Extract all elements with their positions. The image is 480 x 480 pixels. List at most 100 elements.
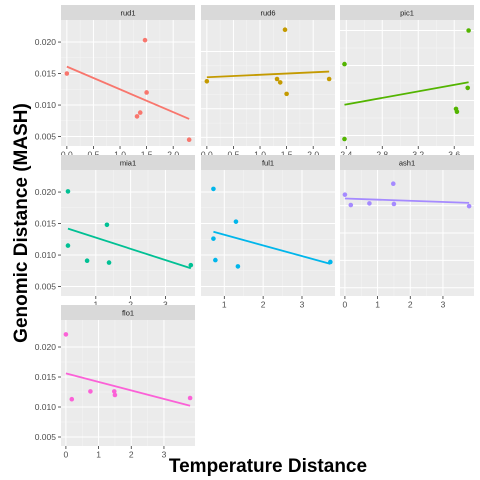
x-tick-label: 2 <box>408 300 413 310</box>
facet-strip <box>61 305 195 320</box>
y-tick-label: 0.015 <box>35 372 57 382</box>
x-tick-label: 2.0 <box>307 150 319 160</box>
data-point <box>211 236 216 241</box>
data-point <box>104 222 110 228</box>
data-point <box>204 78 210 84</box>
y-tick-label: 0.020 <box>35 342 57 352</box>
data-point <box>391 201 397 207</box>
facet-strip <box>201 155 335 170</box>
data-point <box>282 27 288 33</box>
facet-strip <box>340 5 474 20</box>
data-point <box>465 85 471 91</box>
x-tick-label: 2 <box>129 450 134 460</box>
y-tick-label: 0.015 <box>35 219 57 229</box>
x-tick-label: 3 <box>163 300 168 310</box>
data-point <box>274 76 280 82</box>
y-tick-label: 0.005 <box>35 132 57 142</box>
facet-panel-background <box>61 20 195 146</box>
data-point <box>342 61 347 67</box>
data-point <box>367 201 372 206</box>
data-point <box>142 37 148 43</box>
data-point <box>213 257 218 263</box>
x-tick-label: 3 <box>441 300 446 310</box>
data-point <box>326 76 332 82</box>
data-point <box>88 389 93 394</box>
facet-strip-label: ash1 <box>399 159 415 168</box>
data-point <box>112 392 118 398</box>
data-point <box>348 202 354 208</box>
data-point <box>277 80 283 85</box>
data-point <box>144 90 149 95</box>
y-tick-label: 0.005 <box>35 282 57 292</box>
data-point <box>69 396 75 402</box>
facet-rud6: rud6 0.0 0.5 1.0 1.5 2.0 <box>201 5 335 160</box>
x-tick-label: 1 <box>93 300 98 310</box>
x-tick-label: 1.0 <box>254 150 266 160</box>
data-point <box>466 203 472 209</box>
x-tick-label: 3 <box>300 300 305 310</box>
data-point <box>342 192 348 197</box>
x-tick-label: 1 <box>96 450 101 460</box>
y-tick-label: 0.010 <box>35 100 57 110</box>
data-point <box>188 262 194 268</box>
fit-line <box>66 65 190 120</box>
facet-strip <box>61 155 195 170</box>
x-axis-title: Temperature Distance <box>169 456 367 477</box>
data-point <box>134 114 140 119</box>
x-tick-label: 1.5 <box>141 150 153 160</box>
y-tick-label: 0.020 <box>35 37 57 47</box>
fit-line <box>213 230 331 265</box>
data-point <box>111 389 117 394</box>
facet-strip <box>340 155 474 170</box>
facet-mia1: mia1 1 2 3 0.005 0.010 0.015 0.020 <box>35 155 195 310</box>
x-tick-label: 0 <box>64 450 69 460</box>
x-tick-label: 1.5 <box>281 150 293 160</box>
data-point <box>328 259 333 265</box>
fit-line <box>206 70 330 79</box>
facet-ful1: ful1 1 2 3 <box>201 155 335 310</box>
facet-panel-background <box>61 320 195 446</box>
x-tick-label: 2 <box>128 300 133 310</box>
fit-line <box>67 227 192 270</box>
facet-strip-label: ful1 <box>262 159 274 168</box>
data-point <box>65 243 71 248</box>
x-tick-label: 0.0 <box>201 150 213 160</box>
data-point <box>466 28 471 33</box>
y-tick-label: 0.010 <box>35 402 57 412</box>
facet-strip-label: rud6 <box>260 9 275 18</box>
facet-strip-label: pic1 <box>400 9 414 18</box>
y-tick-label: 0.005 <box>35 432 57 442</box>
data-point <box>186 137 192 142</box>
facet-panel-background <box>201 20 335 146</box>
fit-line <box>65 372 191 407</box>
facet-strip-label: flo1 <box>122 309 134 318</box>
x-tick-label: 1 <box>375 300 380 310</box>
y-axis-title: Genomic Distance (MASH) <box>11 103 32 343</box>
facet-strip <box>61 5 195 20</box>
x-tick-label: 1 <box>222 300 227 310</box>
data-point <box>65 189 71 194</box>
x-tick-label: 2 <box>261 300 266 310</box>
facet-flo1: flo1 0 1 2 3 0.005 0.010 0.015 0.020 <box>35 305 195 460</box>
x-tick-label: 0.0 <box>61 150 73 160</box>
facet-rud1: rud1 0.0 0.5 1.0 1.5 2.0 0.005 0.010 0.015 0.020 <box>35 5 195 160</box>
facet-strip-label: mia1 <box>120 159 136 168</box>
x-tick-label: 2.8 <box>376 150 388 160</box>
x-tick-label: 0.5 <box>228 150 240 160</box>
x-tick-label: 2.0 <box>167 150 179 160</box>
x-tick-label: 1.0 <box>114 150 126 160</box>
facet-ash1: ash1 0 1 2 3 <box>340 155 474 310</box>
data-point <box>211 186 216 192</box>
x-tick-label: 3.2 <box>412 150 424 160</box>
data-point <box>342 136 347 142</box>
x-tick-label: 2.4 <box>340 150 352 160</box>
data-point <box>137 110 143 115</box>
data-point <box>84 258 90 264</box>
data-point <box>64 71 70 76</box>
data-point <box>106 260 112 265</box>
data-point <box>390 181 396 186</box>
facet-panel-background <box>201 170 335 296</box>
data-point <box>235 264 241 269</box>
facet-strip-label: rud1 <box>120 9 135 18</box>
